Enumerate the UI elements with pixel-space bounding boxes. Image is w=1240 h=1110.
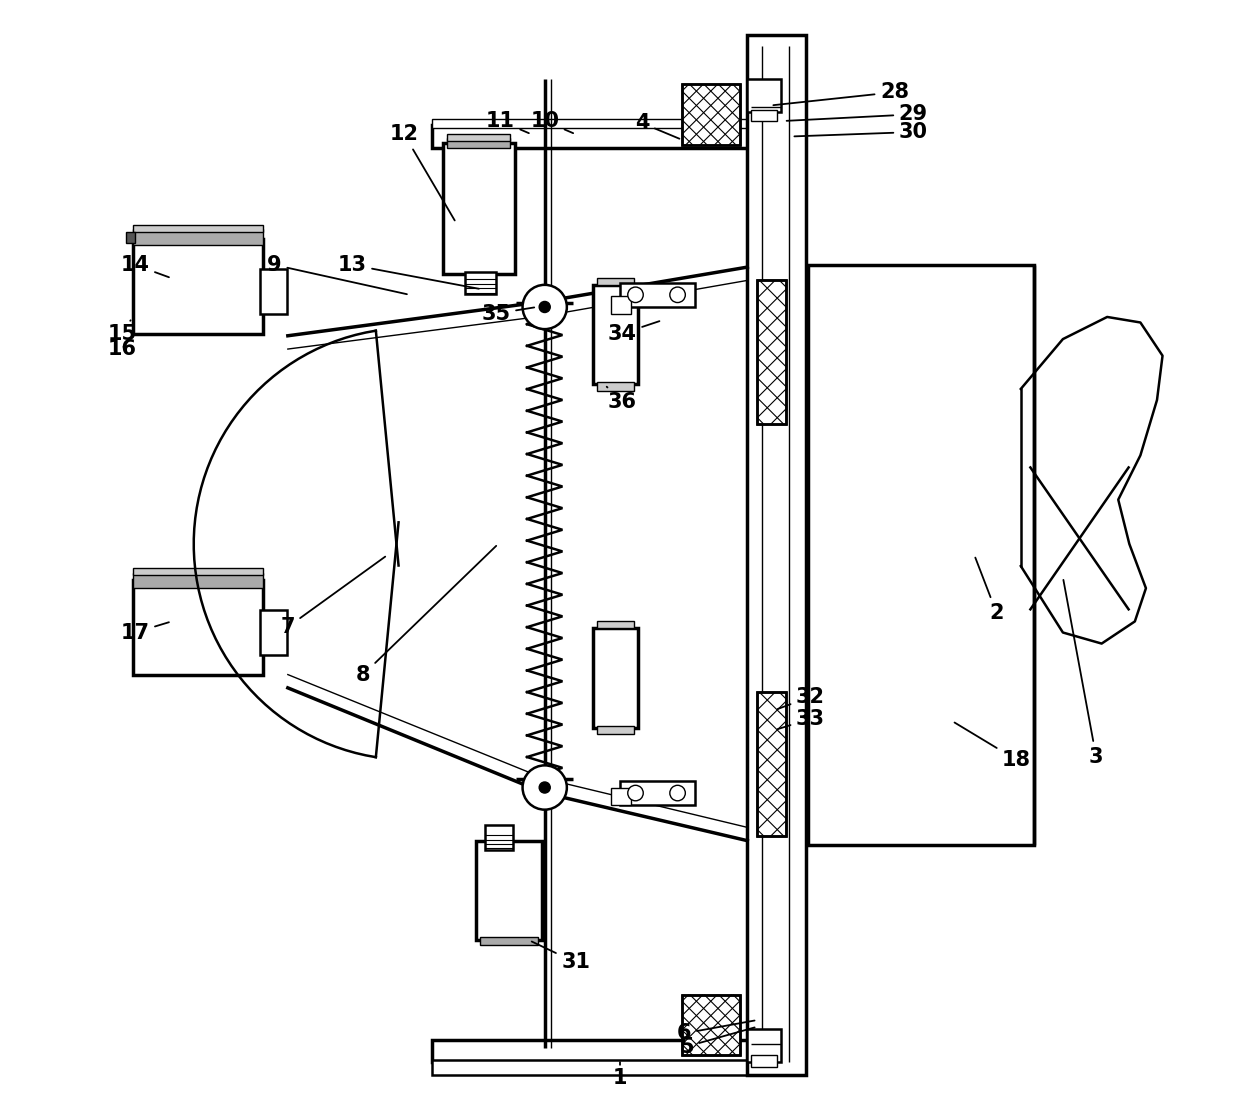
Text: 6: 6 — [677, 1020, 755, 1043]
Text: 32: 32 — [777, 687, 825, 709]
Bar — [748, 79, 780, 112]
Bar — [750, 1056, 777, 1067]
Text: 2: 2 — [976, 557, 1003, 623]
Text: 36: 36 — [606, 386, 636, 412]
Bar — [432, 1060, 791, 1076]
Circle shape — [522, 766, 567, 809]
Bar — [465, 272, 496, 294]
Bar — [432, 125, 759, 148]
Circle shape — [539, 781, 551, 793]
Bar — [133, 568, 263, 575]
Bar — [448, 134, 511, 141]
Circle shape — [522, 285, 567, 330]
Bar — [133, 581, 263, 675]
Bar — [594, 628, 637, 728]
Text: 18: 18 — [955, 723, 1030, 770]
Bar — [748, 34, 806, 1076]
Text: 8: 8 — [356, 546, 496, 685]
Bar — [485, 825, 512, 849]
Bar — [133, 240, 263, 334]
Text: 13: 13 — [337, 255, 479, 289]
Text: 16: 16 — [107, 339, 136, 359]
Bar — [594, 285, 637, 384]
Text: 5: 5 — [680, 1028, 755, 1057]
Bar — [682, 84, 739, 145]
Bar — [476, 840, 542, 940]
Bar — [758, 281, 786, 424]
Circle shape — [670, 287, 686, 303]
Bar — [596, 726, 635, 735]
Bar — [133, 230, 263, 245]
Text: 15: 15 — [107, 321, 136, 344]
Bar — [758, 281, 786, 424]
Bar — [620, 780, 696, 805]
Bar — [480, 937, 538, 945]
Circle shape — [539, 302, 551, 313]
Bar — [126, 232, 135, 243]
Text: 12: 12 — [389, 124, 455, 221]
Bar — [748, 1029, 780, 1062]
Text: 10: 10 — [531, 111, 573, 133]
Bar — [808, 265, 1034, 845]
Text: 11: 11 — [486, 111, 529, 133]
Bar — [432, 1040, 791, 1062]
Text: 1: 1 — [613, 1062, 627, 1088]
Bar — [260, 270, 286, 314]
Circle shape — [627, 287, 644, 303]
Text: 3: 3 — [1064, 579, 1104, 767]
Text: 29: 29 — [786, 104, 928, 124]
Bar — [432, 119, 759, 128]
Bar — [750, 110, 777, 121]
Bar — [620, 283, 696, 307]
Bar — [758, 693, 786, 836]
Bar — [611, 296, 631, 314]
Text: 28: 28 — [774, 82, 909, 105]
Bar — [596, 279, 635, 285]
Text: 7: 7 — [280, 556, 386, 637]
Text: 31: 31 — [532, 941, 590, 972]
Text: 9: 9 — [268, 255, 407, 294]
Text: 30: 30 — [795, 122, 928, 142]
Text: 17: 17 — [120, 623, 169, 643]
Text: 14: 14 — [120, 255, 169, 278]
Text: 33: 33 — [777, 709, 825, 729]
Bar — [596, 622, 635, 628]
Circle shape — [670, 785, 686, 800]
Bar — [611, 787, 631, 805]
Bar — [260, 610, 286, 655]
Bar — [443, 143, 515, 274]
Text: 34: 34 — [608, 321, 660, 344]
Text: 4: 4 — [635, 113, 680, 139]
Circle shape — [627, 785, 644, 800]
Bar — [596, 382, 635, 391]
Bar — [133, 225, 263, 232]
Bar — [133, 573, 263, 588]
Bar — [448, 138, 511, 148]
Bar — [682, 995, 739, 1056]
Bar — [682, 995, 739, 1056]
Text: 35: 35 — [481, 304, 534, 324]
Bar — [758, 693, 786, 836]
Bar — [682, 84, 739, 145]
